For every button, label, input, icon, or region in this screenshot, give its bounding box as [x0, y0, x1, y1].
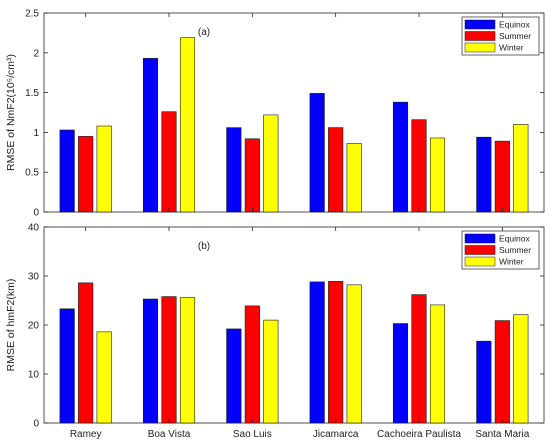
bar-winter-ramey [96, 331, 112, 424]
y-tick-label: 1.5 [25, 88, 39, 99]
y-tick-label: 0 [33, 208, 39, 219]
bar-winter-cachoeira-paulista [429, 304, 446, 424]
panel-label: (b) [198, 241, 210, 252]
bar-winter-sao-luis [263, 114, 279, 213]
bar-winter-ramey [96, 125, 112, 213]
bar-equinox-sao-luis [226, 328, 242, 424]
legend-swatch-equinox [464, 19, 496, 30]
legend-swatch-winter [464, 256, 496, 267]
chart-panel-b: 0 10 20 30 40 Ramey Boa Vista Sao Luis Jicamarca… [5, 223, 545, 440]
y-tick-label: 1 [33, 128, 39, 139]
bar-summer-jicamarca [328, 281, 344, 424]
legend-swatch-winter [464, 42, 496, 53]
x-tick-label: Jicamarca [313, 429, 359, 440]
bar-winter-sao-luis [263, 319, 279, 424]
y-axis-title: RMSE of NmF2(10⁵/cm³) [5, 54, 17, 171]
y-tick-label: 0 [33, 419, 39, 430]
bar-winter-santa-maria [513, 314, 529, 424]
bar-summer-ramey [78, 282, 94, 424]
bar-equinox-boa-vista [142, 58, 159, 213]
chart-panel-a: 0 0.5 1 1.5 2 2.5 RMSE of NmF2(10⁵/cm³) (a) Equi… [5, 9, 545, 219]
bar-winter-boa-vista [179, 37, 196, 213]
bar-summer-jicamarca [328, 127, 344, 213]
bar-winter-santa-maria [513, 124, 529, 213]
bar-equinox-cachoeira-paulista [392, 323, 409, 424]
legend-label-summer: Summer [499, 245, 531, 255]
bar-equinox-santa-maria [476, 340, 492, 424]
bar-summer-ramey [78, 136, 94, 213]
bar-summer-boa-vista [161, 111, 177, 213]
panel-label: (a) [198, 27, 210, 38]
y-tick-label: 40 [28, 223, 40, 234]
legend-label-summer: Summer [499, 31, 531, 41]
bar-winter-cachoeira-paulista [429, 137, 446, 213]
y-tick-label: 30 [28, 272, 40, 283]
bar-summer-santa-maria [494, 320, 510, 424]
x-tick-label: Ramey [70, 429, 102, 440]
y-tick-label: 2 [33, 48, 39, 59]
x-tick-label: Sao Luis [233, 429, 272, 440]
legend-swatch-summer [464, 245, 496, 255]
bar-summer-cachoeira-paulista [411, 294, 427, 424]
y-tick-label: 10 [28, 370, 40, 381]
legend-label-winter: Winter [499, 43, 524, 53]
bar-equinox-sao-luis [226, 127, 242, 213]
y-tick-label: 20 [28, 321, 40, 332]
bar-summer-cachoeira-paulista [411, 119, 427, 213]
bar-equinox-jicamarca [309, 281, 325, 424]
bar-equinox-santa-maria [476, 136, 492, 213]
y-tick-label: 2.5 [25, 9, 39, 20]
y-tick-label: 0.5 [25, 168, 39, 179]
x-tick-label: Boa Vista [148, 429, 191, 440]
bar-winter-jicamarca [346, 284, 362, 424]
bar-equinox-boa-vista [142, 298, 159, 424]
x-tick-label: Cachoeira Paulista [377, 429, 461, 440]
legend-swatch-summer [464, 31, 496, 41]
legend-label-equinox: Equinox [499, 234, 530, 244]
bar-equinox-ramey [59, 308, 75, 424]
legend-label-winter: Winter [499, 257, 524, 267]
bar-summer-boa-vista [161, 296, 177, 424]
bar-summer-sao-luis [244, 138, 260, 213]
bar-summer-santa-maria [494, 140, 510, 213]
x-tick-label: Santa Maria [475, 429, 529, 440]
bar-winter-jicamarca [346, 143, 362, 213]
bar-winter-boa-vista [179, 297, 196, 424]
bar-equinox-ramey [59, 129, 75, 213]
plot-area [43, 226, 545, 424]
legend-swatch-equinox [464, 233, 496, 244]
bar-summer-sao-luis [244, 305, 260, 424]
y-axis-title: RMSE of hmF2(km) [5, 279, 17, 372]
plot-area [43, 12, 545, 213]
bar-equinox-jicamarca [309, 93, 325, 213]
bar-equinox-cachoeira-paulista [392, 101, 409, 213]
legend-label-equinox: Equinox [499, 20, 530, 30]
